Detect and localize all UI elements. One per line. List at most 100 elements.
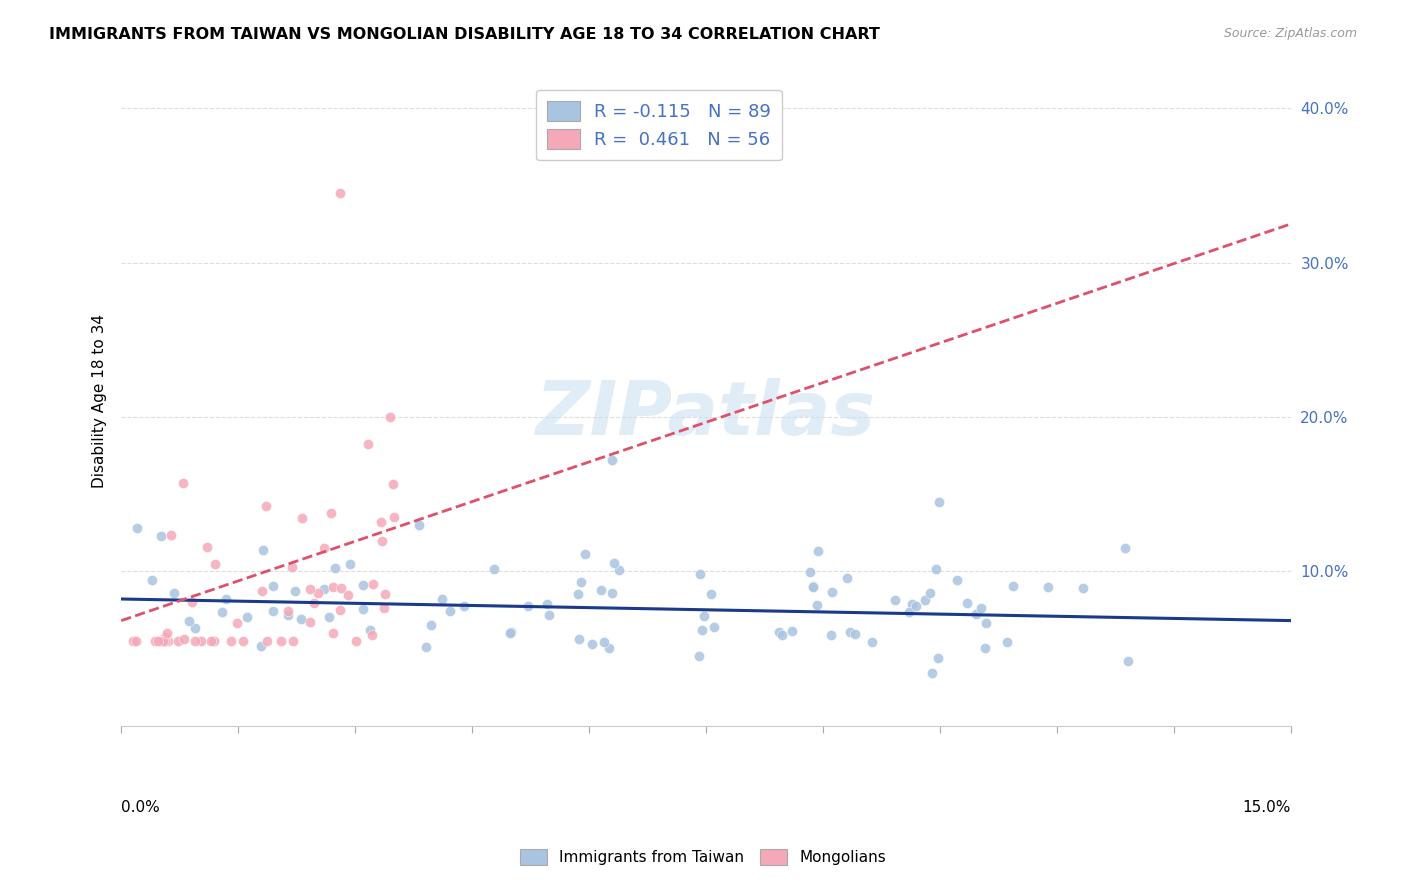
Point <box>226 615 249 630</box>
Point <box>806 598 828 612</box>
Point <box>430 592 453 607</box>
Text: 15.0%: 15.0% <box>1243 799 1291 814</box>
Point <box>820 628 842 642</box>
Point <box>924 562 946 576</box>
Point <box>160 527 183 541</box>
Point <box>921 666 943 681</box>
Point <box>322 626 344 640</box>
Point <box>312 582 335 597</box>
Point <box>352 602 374 616</box>
Point <box>157 633 180 648</box>
Point <box>184 633 207 648</box>
Point <box>699 587 721 601</box>
Point <box>703 620 725 634</box>
Point <box>603 556 626 570</box>
Point <box>167 633 190 648</box>
Point <box>361 576 384 591</box>
Point <box>291 510 314 524</box>
Point <box>215 592 238 607</box>
Point <box>250 639 273 653</box>
Point <box>574 548 596 562</box>
Point <box>838 624 860 639</box>
Point <box>204 558 226 572</box>
Point <box>801 580 824 594</box>
Point <box>290 612 312 626</box>
Point <box>318 610 340 624</box>
Point <box>693 608 716 623</box>
Point <box>361 628 384 642</box>
Point <box>277 604 299 618</box>
Text: 0.0%: 0.0% <box>121 799 160 814</box>
Point <box>172 475 194 490</box>
Point <box>329 603 352 617</box>
Point <box>884 593 907 607</box>
Point <box>277 607 299 622</box>
Point <box>860 635 883 649</box>
Point <box>149 529 172 543</box>
Point <box>339 557 361 571</box>
Point <box>344 633 367 648</box>
Point <box>374 587 396 601</box>
Point <box>995 634 1018 648</box>
Point <box>482 562 505 576</box>
Point <box>420 618 443 632</box>
Point <box>1116 654 1139 668</box>
Point <box>568 632 591 646</box>
Point <box>153 630 176 644</box>
Point <box>927 651 949 665</box>
Point <box>581 636 603 650</box>
Point <box>946 573 969 587</box>
Point <box>121 633 143 648</box>
Point <box>1071 582 1094 596</box>
Point <box>770 628 793 642</box>
Point <box>974 641 997 656</box>
Point <box>965 607 987 621</box>
Point <box>298 582 321 596</box>
Point <box>780 624 803 638</box>
Point <box>323 561 346 575</box>
Point <box>236 610 259 624</box>
Point <box>152 633 174 648</box>
Point <box>280 559 302 574</box>
Point <box>359 623 381 637</box>
Point <box>600 585 623 599</box>
Point <box>918 586 941 600</box>
Point <box>219 633 242 648</box>
Point <box>270 633 292 648</box>
Point <box>284 583 307 598</box>
Point <box>821 585 844 599</box>
Point <box>901 597 924 611</box>
Point <box>690 623 713 637</box>
Point <box>536 597 558 611</box>
Point <box>356 437 378 451</box>
Point <box>974 615 997 630</box>
Point <box>593 635 616 649</box>
Point <box>689 567 711 582</box>
Point <box>262 603 284 617</box>
Point <box>591 582 613 597</box>
Point <box>254 499 277 513</box>
Point <box>125 521 148 535</box>
Point <box>252 543 274 558</box>
Text: IMMIGRANTS FROM TAIWAN VS MONGOLIAN DISABILITY AGE 18 TO 34 CORRELATION CHART: IMMIGRANTS FROM TAIWAN VS MONGOLIAN DISA… <box>49 27 880 42</box>
Point <box>439 604 461 618</box>
Point <box>898 605 921 619</box>
Point <box>153 633 176 648</box>
Point <box>177 614 200 628</box>
Point <box>319 506 342 520</box>
Point <box>801 579 824 593</box>
Point <box>252 583 274 598</box>
Text: Source: ZipAtlas.com: Source: ZipAtlas.com <box>1223 27 1357 40</box>
Point <box>262 579 284 593</box>
Point <box>453 599 475 613</box>
Point <box>152 633 174 648</box>
Point <box>150 633 173 648</box>
Legend: R = -0.115   N = 89, R =  0.461   N = 56: R = -0.115 N = 89, R = 0.461 N = 56 <box>537 90 782 161</box>
Legend: Immigrants from Taiwan, Mongolians: Immigrants from Taiwan, Mongolians <box>513 843 893 871</box>
Point <box>322 580 344 594</box>
Point <box>352 578 374 592</box>
Point <box>956 596 979 610</box>
Point <box>370 515 392 529</box>
Point <box>232 633 254 648</box>
Point <box>141 574 163 588</box>
